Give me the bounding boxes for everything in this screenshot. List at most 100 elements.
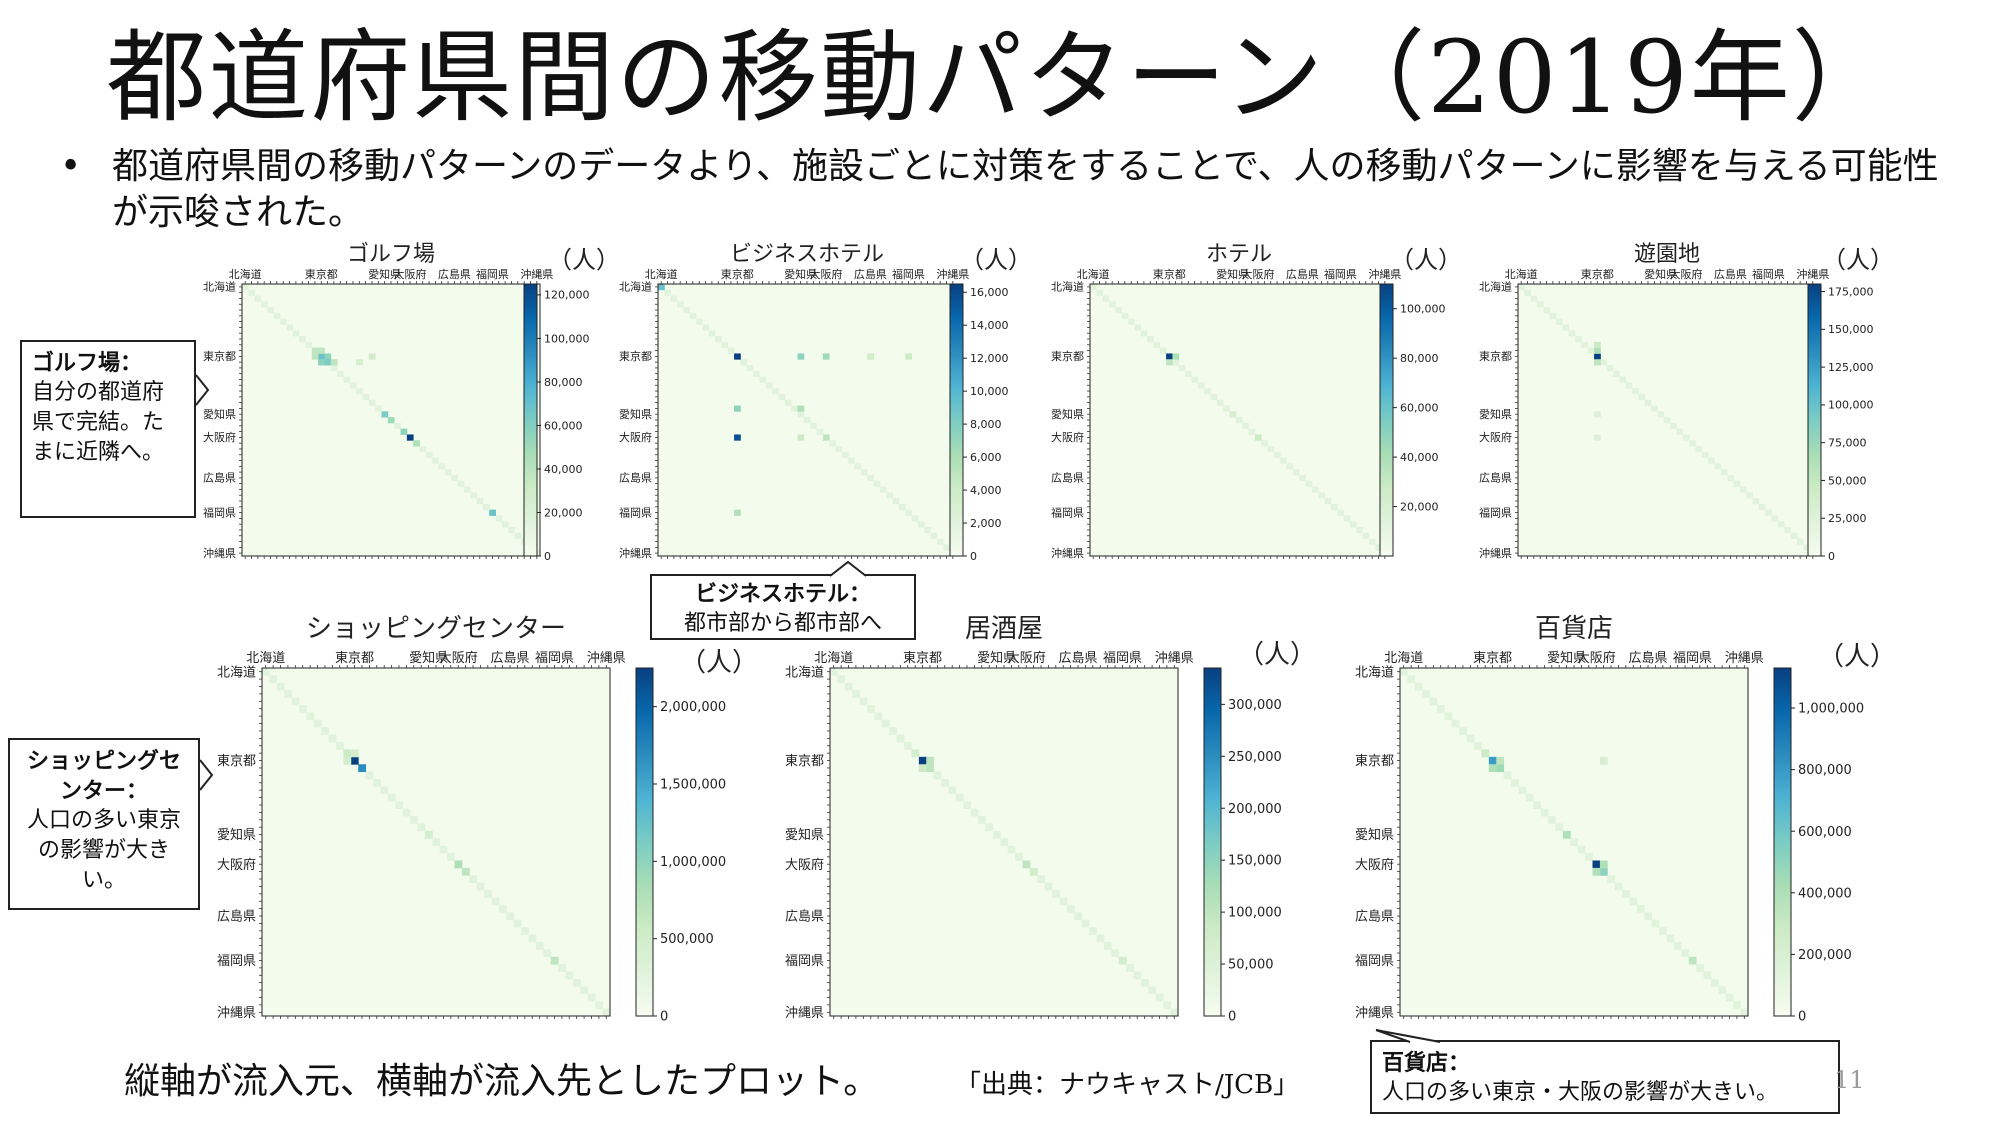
heatmap-cell-diagonal bbox=[299, 336, 306, 343]
heatmap-cell-diagonal bbox=[402, 808, 411, 817]
heatmap-cell-diagonal bbox=[498, 904, 507, 913]
heatmap-cell bbox=[1592, 860, 1601, 869]
heatmap-cell-diagonal bbox=[759, 376, 767, 383]
colorbar-tick-label: 200,000 bbox=[1798, 948, 1852, 963]
colorbar-tick-label: 40,000 bbox=[1400, 451, 1439, 464]
heatmap-cell-diagonal bbox=[410, 816, 418, 824]
heatmap-cell-diagonal bbox=[262, 668, 270, 676]
heatmap-cell-diagonal bbox=[543, 949, 552, 958]
heatmap-cell-diagonal bbox=[336, 742, 344, 750]
heatmap-cell-diagonal bbox=[1525, 793, 1534, 802]
heatmap-cell-diagonal bbox=[837, 675, 846, 684]
heatmap-cell-diagonal bbox=[1681, 949, 1690, 958]
heatmap-cell bbox=[381, 411, 389, 418]
heatmap-cell-diagonal bbox=[1581, 341, 1589, 348]
x-tick-label: 愛知県 bbox=[1547, 650, 1586, 666]
heatmap-cell-diagonal bbox=[305, 341, 313, 348]
y-tick-label: 東京都 bbox=[203, 349, 236, 363]
heatmap-cell-diagonal bbox=[565, 971, 574, 980]
heatmap-cell bbox=[822, 434, 830, 441]
heatmap-cell-diagonal bbox=[1644, 912, 1653, 921]
heatmap-cell-diagonal bbox=[328, 734, 337, 743]
heatmap-cell-diagonal bbox=[1444, 712, 1453, 721]
x-tick-label: 沖縄県 bbox=[1725, 651, 1764, 666]
y-tick-label: 愛知県 bbox=[203, 407, 236, 421]
y-tick-label: 大阪府 bbox=[619, 430, 652, 444]
heatmap-cell-diagonal bbox=[602, 1008, 611, 1017]
heatmap-cell-diagonal bbox=[1134, 324, 1142, 331]
heatmap-cell-diagonal bbox=[1689, 440, 1696, 447]
heatmap-cell-diagonal bbox=[1720, 469, 1728, 476]
heatmap-cell-diagonal bbox=[1133, 971, 1142, 980]
heatmap-cell-diagonal bbox=[1676, 428, 1684, 435]
heatmap-cell-diagonal bbox=[432, 457, 439, 464]
heatmap-cell-diagonal bbox=[1657, 411, 1665, 418]
heatmap-cell-diagonal bbox=[1267, 446, 1275, 453]
heatmap-cell-diagonal bbox=[1148, 986, 1157, 995]
heatmap-cell-diagonal bbox=[1673, 941, 1682, 950]
callout-department: 百貨店： 人口の多い東京・大阪の影響が大きい。 bbox=[1370, 1040, 1840, 1114]
heatmap-cell bbox=[330, 359, 338, 366]
x-tick-label: 東京都 bbox=[1473, 650, 1512, 666]
x-tick-label: 福岡県 bbox=[1752, 267, 1785, 281]
heatmap-cell-diagonal bbox=[896, 734, 905, 743]
y-tick-label: 福岡県 bbox=[1051, 505, 1084, 519]
heatmap-cell-diagonal bbox=[1261, 440, 1268, 447]
heatmap-cell-diagonal bbox=[1695, 446, 1703, 453]
heatmap-cell-diagonal bbox=[375, 405, 382, 412]
heatmap-cell bbox=[311, 353, 319, 360]
y-tick-label: 愛知県 bbox=[217, 827, 256, 843]
heatmap-cell-diagonal bbox=[1037, 875, 1046, 884]
heatmap-cell-diagonal bbox=[1059, 897, 1068, 906]
heatmap-cell bbox=[1488, 756, 1497, 765]
heatmap-cell-diagonal bbox=[1701, 451, 1709, 458]
heatmap-cell-diagonal bbox=[1777, 521, 1785, 528]
heatmap-cell bbox=[343, 756, 352, 765]
heatmap-cell-diagonal bbox=[917, 521, 925, 528]
heatmap-cell-diagonal bbox=[1562, 324, 1570, 331]
heatmap-cell-diagonal bbox=[558, 964, 566, 972]
colorbar-tick-label: 20,000 bbox=[544, 506, 583, 519]
colorbar-tick-label: 14,000 bbox=[970, 319, 1009, 332]
colorbar-tick-label: 120,000 bbox=[544, 289, 590, 302]
heatmap-cell-diagonal bbox=[1577, 845, 1586, 854]
heatmap-cell-diagonal bbox=[349, 382, 357, 389]
heatmap-cell bbox=[1594, 434, 1601, 441]
colorbar-tick-label: 100,000 bbox=[1828, 399, 1874, 412]
heatmap-cell-diagonal bbox=[595, 1001, 603, 1009]
heatmap-cell-diagonal bbox=[1429, 697, 1438, 706]
colorbar-tick-label: 100,000 bbox=[544, 332, 590, 345]
heatmap-cell-diagonal bbox=[854, 463, 862, 470]
heatmap-cell-diagonal bbox=[1305, 480, 1313, 487]
chart-title: 百貨店 bbox=[1534, 614, 1613, 644]
x-tick-label: 広島県 bbox=[1286, 267, 1319, 281]
heatmap-cell-diagonal bbox=[683, 307, 691, 314]
heatmap-cell-diagonal bbox=[1235, 417, 1243, 424]
colorbar-tick-label: 0 bbox=[660, 1010, 668, 1025]
heatmap-cell-diagonal bbox=[859, 697, 868, 706]
colorbar bbox=[1807, 283, 1822, 557]
heatmap-cell bbox=[1599, 867, 1608, 876]
heatmap-cell-diagonal bbox=[356, 388, 363, 395]
heatmap-cell-diagonal bbox=[514, 532, 522, 539]
heatmap-cell-diagonal bbox=[276, 682, 285, 691]
heatmap-cell-diagonal bbox=[873, 480, 881, 487]
heatmap-cell-diagonal bbox=[696, 318, 703, 325]
colorbar-tick-label: 1,000,000 bbox=[1798, 702, 1864, 717]
y-tick-label: 福岡県 bbox=[1479, 505, 1512, 519]
x-tick-label: 愛知県 bbox=[1644, 267, 1677, 281]
colorbar-tick-label: 500,000 bbox=[660, 932, 714, 947]
heatmap-cell-diagonal bbox=[1696, 964, 1704, 972]
colorbar-tick-label: 50,000 bbox=[1828, 474, 1867, 487]
heatmap-cell-diagonal bbox=[572, 978, 581, 987]
heatmap-cell-diagonal bbox=[286, 324, 294, 331]
heatmap-cell-diagonal bbox=[1349, 521, 1357, 528]
y-tick-label: 広島県 bbox=[1479, 471, 1512, 485]
heatmap-cell-diagonal bbox=[273, 312, 281, 320]
heatmap-golf: ゴルフ場 （人） 北海道 北海道 東京都 東京都 愛知県 愛知県 大阪府 大阪府 広島県 広島県 福岡県… bbox=[203, 242, 620, 563]
heatmap-cell bbox=[324, 359, 332, 366]
heatmap-shopping-center: ショッピングセンター （人） 北海道 北海道 東京都 東京都 愛知県 愛知県 大阪府 大阪府 広島県… bbox=[210, 614, 758, 1025]
heatmap-cell-diagonal bbox=[491, 897, 500, 906]
heatmap-cell-diagonal bbox=[1530, 295, 1538, 302]
heatmap-cell-diagonal bbox=[1052, 890, 1060, 898]
